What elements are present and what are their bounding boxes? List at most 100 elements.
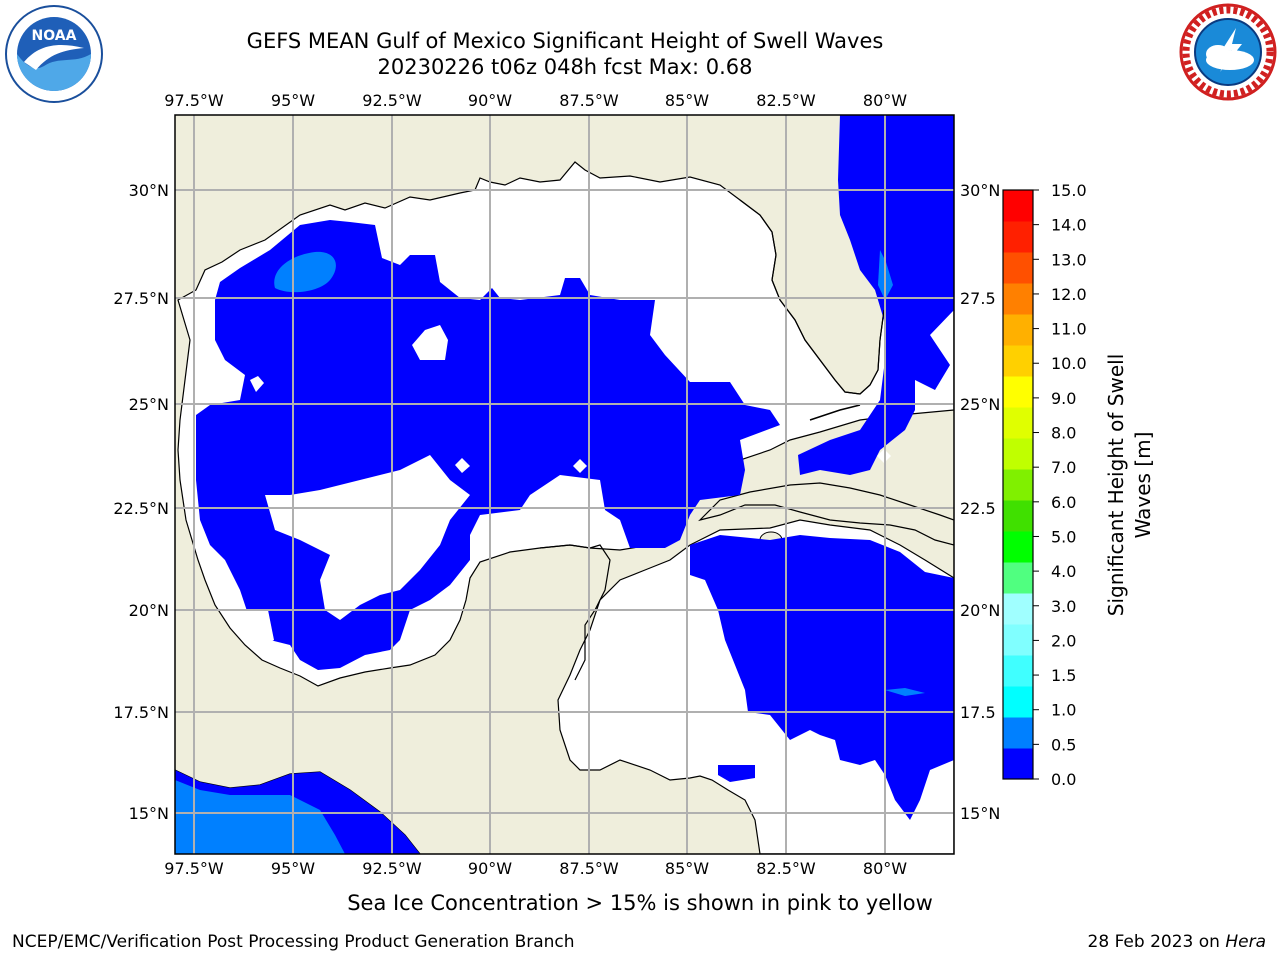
colorbar-tick-label: 10.0 (1051, 354, 1087, 373)
colorbar-swatch (1003, 190, 1033, 222)
colorbar-frame (1002, 189, 1034, 780)
swell-gap-6 (244, 610, 274, 648)
colorbar-label-line-1: Significant Height of Swell (1104, 354, 1128, 616)
colorbar-swatch (1003, 655, 1033, 687)
colorbar-swatch (1003, 717, 1033, 749)
swell-patch-caribbean-2 (718, 765, 755, 782)
sea-ice-note: Sea Ice Concentration > 15% is shown in … (347, 891, 933, 915)
noaa-logo-icon: NOAA (5, 5, 103, 103)
nws-logo-icon (1179, 3, 1277, 101)
colorbar-swatch (1003, 624, 1033, 656)
colorbar-tick-label: 1.0 (1051, 701, 1076, 720)
lat-label: 22.5°N (113, 499, 169, 518)
swell-patch-caribbean (885, 688, 925, 696)
colorbar-tick-label: 2.0 (1051, 631, 1076, 650)
title-line-1: GEFS MEAN Gulf of Mexico Significant Hei… (246, 29, 884, 53)
swell-gap-5 (573, 459, 587, 473)
lon-labels-top: 97.5°W 95°W 92.5°W 90°W 87.5°W 85°W 82.5… (164, 91, 907, 110)
colorbar-tick-label: 6.0 (1051, 493, 1076, 512)
lat-label: 30°N (960, 181, 1000, 200)
swell-gap-4 (455, 458, 470, 473)
noaa-logo-text: NOAA (32, 28, 77, 44)
colorbar-tick-label: 13.0 (1051, 250, 1087, 269)
colorbar-swatch (1003, 469, 1033, 501)
lat-label: 27.5 (960, 289, 996, 308)
lon-label: 82.5°W (756, 91, 816, 110)
colorbar-tick-label: 12.0 (1051, 285, 1087, 304)
footer-right-date: 28 Feb 2023 on Hera (1088, 932, 1266, 952)
colorbar (1002, 189, 1034, 780)
footer-date: 28 Feb 2023 on (1087, 932, 1226, 952)
lat-label: 25°N (129, 395, 169, 414)
colorbar-tick-label: 1.5 (1051, 666, 1076, 685)
lon-label: 92.5°W (362, 91, 422, 110)
lon-labels-bottom: 97.5°W 95°W 92.5°W 90°W 87.5°W 85°W 82.5… (164, 859, 907, 878)
lon-label: 87.5°W (559, 91, 619, 110)
lon-label: 82.5°W (756, 859, 816, 878)
swell-field-caribbean (690, 535, 954, 820)
yucatan-coast-line (539, 544, 611, 681)
swell-field-atlantic (798, 115, 954, 475)
lon-label: 80°W (863, 859, 907, 878)
lon-label: 97.5°W (164, 859, 224, 878)
colorbar-tick-label: 8.0 (1051, 424, 1076, 443)
footer-machine: Hera (1225, 932, 1266, 952)
lat-label: 15°N (960, 804, 1000, 823)
lat-label: 17.5°N (113, 703, 169, 722)
map-plot-area (175, 115, 954, 854)
colorbar-swatch (1003, 686, 1033, 718)
colorbar-swatch (1003, 314, 1033, 346)
lat-label: 25°N (960, 395, 1000, 414)
colorbar-swatch (1003, 345, 1033, 377)
colorbar-tick-label: 9.0 (1051, 389, 1076, 408)
colorbar-swatch (1003, 748, 1033, 780)
lat-label: 20°N (129, 601, 169, 620)
colorbar-tick-label: 0.0 (1051, 770, 1076, 789)
colorbar-swatch (1003, 500, 1033, 532)
colorbar-swatch (1003, 407, 1033, 439)
colorbar-swatch (1003, 593, 1033, 625)
swell-patch-west-gulf (274, 251, 336, 293)
lon-label: 95°W (271, 91, 315, 110)
lon-label: 95°W (271, 859, 315, 878)
title-line-2: 20230226 t06z 048h fcst Max: 0.68 (377, 55, 753, 79)
colorbar-tick-label: 15.0 (1051, 181, 1087, 200)
lon-label: 85°W (665, 91, 709, 110)
colorbar-tick-label: 4.0 (1051, 562, 1076, 581)
lat-label: 27.5°N (113, 289, 169, 308)
colorbar-tick-label: 11.0 (1051, 320, 1087, 339)
lon-label: 87.5°W (559, 859, 619, 878)
lon-label: 80°W (863, 91, 907, 110)
lon-label: 90°W (468, 859, 512, 878)
colorbar-tick-label: 3.0 (1051, 597, 1076, 616)
lat-labels-right: 30°N 27.5 25°N 22.5 20°N 17.5 15°N (960, 181, 1000, 823)
lon-label: 92.5°W (362, 859, 422, 878)
lat-labels-left: 30°N 27.5°N 25°N 22.5°N 20°N 17.5°N 15°N (113, 181, 169, 823)
map-frame (174, 114, 955, 855)
colorbar-swatch (1003, 252, 1033, 284)
lat-label: 30°N (129, 181, 169, 200)
colorbar-swatch (1003, 438, 1033, 470)
colorbar-swatch (1003, 221, 1033, 253)
colorbar-swatch (1003, 376, 1033, 408)
lat-label: 22.5 (960, 499, 996, 518)
lat-label: 17.5 (960, 703, 996, 722)
colorbar-swatch (1003, 531, 1033, 563)
colorbar-swatch (1003, 283, 1033, 315)
lon-label: 90°W (468, 91, 512, 110)
swell-gap-3 (250, 376, 264, 392)
map-gridlines (175, 115, 954, 854)
colorbar-swatch (1003, 562, 1033, 594)
colorbar-tick-label: 0.5 (1051, 735, 1076, 754)
florida-keys-line (809, 404, 861, 421)
colorbar-tick-label: 14.0 (1051, 216, 1087, 235)
florida-coast-line (739, 199, 885, 395)
lon-label: 97.5°W (164, 91, 224, 110)
lat-label: 20°N (960, 601, 1000, 620)
colorbar-label-line-2: Waves [m] (1131, 432, 1155, 539)
swell-gap-2 (412, 325, 448, 360)
lat-label: 15°N (129, 804, 169, 823)
colorbar-tick-labels: 0.0 0.5 1.0 1.5 2.0 3.0 4.0 5.0 6.0 7.0 8.0 9.0 10.0… (1033, 181, 1087, 789)
lon-label: 85°W (665, 859, 709, 878)
